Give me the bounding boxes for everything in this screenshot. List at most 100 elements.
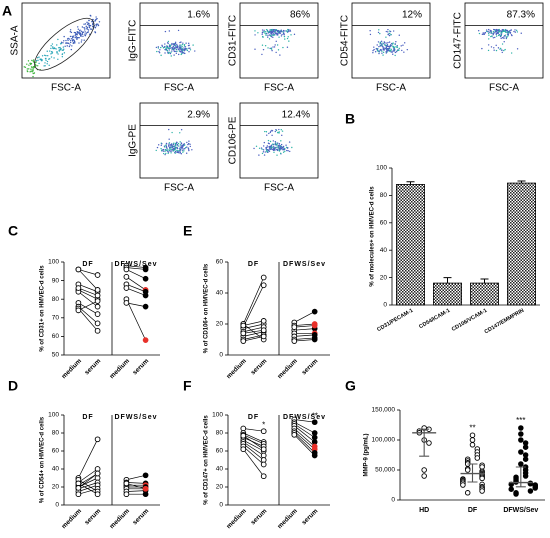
cell-dot [375,48,377,50]
point [260,318,267,324]
cell-dot [85,25,87,28]
cell-dot [167,47,169,49]
cell-dot [380,43,383,45]
cell-dot [31,71,33,73]
cell-dot [516,31,519,33]
cell-dot [83,39,85,41]
cell-dot [86,28,88,30]
cell-dot [287,150,289,152]
cell-dot [174,150,177,153]
cell-dot [406,48,409,51]
cell-dot [170,55,172,57]
cell-dot [258,147,261,150]
cell-dot [257,32,259,34]
cell-dot [503,49,505,52]
cell-dot [291,146,293,149]
group-label: DFWS/Sev [114,414,157,421]
cell-dot [385,30,388,33]
panel-letter: G [345,378,356,394]
pair-line [78,300,98,311]
y-tick-label: 40 [380,247,388,254]
cell-dot [267,139,270,142]
pair-line [294,325,315,328]
point [508,486,514,492]
cell-dot [155,46,158,49]
cell-dot [272,140,275,142]
cell-dot [79,32,82,35]
pair-line [294,434,315,456]
y-tick-label: 0 [219,352,223,359]
cell-dot [511,34,513,37]
x-tick-label: medium [60,358,83,381]
cell-dot [272,46,274,48]
cell-dot [261,53,263,56]
pair-line [294,421,315,434]
cell-dot [170,152,172,154]
cell-dot [94,27,97,29]
cell-dot [283,35,286,38]
pair-line [243,432,264,443]
cell-dot [385,36,387,38]
cell-dot [260,147,263,149]
cell-dot [72,35,75,37]
cell-dot [162,47,165,49]
cell-dot [186,146,188,148]
cell-dot [268,143,270,145]
point [518,449,524,455]
cell-dot [266,134,268,136]
y-tick-label: 40 [52,466,60,473]
cell-dot [38,56,40,58]
cell-dot [276,34,278,36]
cell-dot [182,151,184,153]
cell-dot [180,41,182,43]
y-tick-label: 0 [383,302,387,309]
cell-dot [189,47,191,49]
y-tick-label: 60 [52,448,60,455]
cell-dot [372,49,374,52]
point [311,308,318,315]
cell-dot [383,41,386,44]
cell-dot [390,33,392,36]
cell-dot [168,138,170,140]
cell-dot [167,152,169,155]
cell-dot [477,29,480,32]
point [94,327,101,334]
y-axis-label: % of CD31+ on HMVEC-d cells [40,265,46,352]
pair-line [78,439,98,479]
cell-dot [164,48,167,50]
bar [507,182,536,306]
x-tick-label: CD54/ICAM-1 [418,308,451,330]
cell-dot [187,147,190,149]
cell-dot [284,150,286,152]
cell-dot [268,132,270,135]
cell-dot [261,29,264,31]
point [426,440,432,446]
cell-dot [173,49,175,51]
cell-dot [484,31,487,34]
cell-dot [272,34,274,36]
cell-dot [394,51,397,54]
cell-dot [188,51,190,53]
cell-dot [398,47,400,50]
cell-dot [186,49,189,52]
pair-line [243,326,264,333]
y-tick-label: 60 [52,333,60,340]
error-bar [480,278,489,284]
cell-dot [172,148,175,150]
cell-dot [389,32,391,35]
cell-dot [168,47,170,50]
cell-dot [50,51,53,53]
group-label: DFWS/Sev [114,261,157,268]
cell-dot [265,131,268,133]
gate [34,17,95,71]
cell-dot [278,36,280,38]
cell-dot [270,29,272,32]
y-tick-label: 100 [48,259,59,266]
cell-dot [395,46,397,48]
panel-letter: D [8,378,18,394]
cell-dot [271,29,273,31]
point [123,480,130,487]
y-tick-label: 80 [52,296,60,303]
cell-dot [35,65,37,67]
point [94,311,101,317]
